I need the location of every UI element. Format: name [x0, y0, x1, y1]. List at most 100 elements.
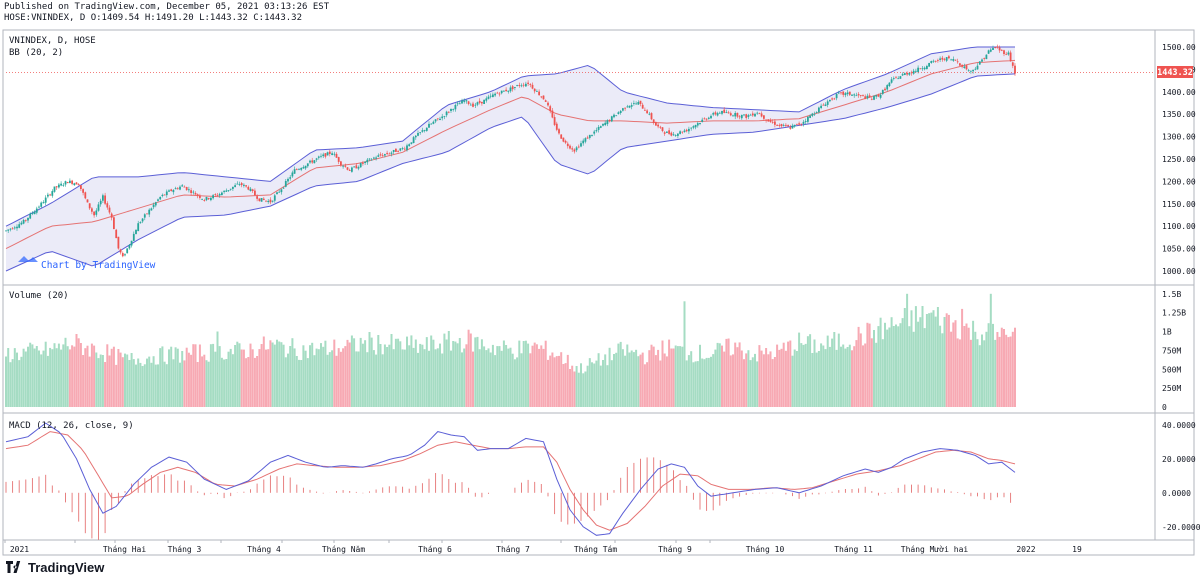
- candle-body: [240, 183, 243, 186]
- volume-bar: [767, 354, 770, 407]
- candle-body: [723, 109, 726, 113]
- candle-body: [789, 127, 792, 129]
- volume-bar: [139, 362, 142, 407]
- volume-bar: [650, 344, 653, 407]
- candle-body: [207, 198, 210, 200]
- candle-body: [185, 187, 188, 191]
- volume-bar: [866, 322, 869, 407]
- volume-bar: [826, 335, 829, 407]
- candle-body: [668, 130, 670, 134]
- volume-bar: [388, 344, 391, 407]
- volume-bar: [637, 356, 640, 407]
- candle-body: [408, 144, 411, 147]
- candle-body: [121, 253, 124, 257]
- volume-bar: [564, 363, 567, 407]
- volume-bar: [315, 348, 318, 407]
- candle-body: [373, 157, 375, 159]
- price-tick-label: 1150.00: [1162, 200, 1196, 209]
- volume-bar: [141, 366, 144, 407]
- volume-bar: [20, 356, 23, 407]
- price-tick-label: 1500.00: [1162, 43, 1196, 52]
- candle-body: [282, 187, 285, 189]
- volume-bar: [791, 355, 794, 407]
- candle-body: [560, 134, 563, 139]
- candle-body: [489, 95, 492, 97]
- candle-body: [315, 158, 318, 160]
- volume-bar: [143, 364, 146, 407]
- volume-bar: [588, 358, 591, 407]
- volume-bar: [104, 362, 107, 407]
- volume-bar: [434, 349, 437, 407]
- volume-bar: [38, 350, 40, 407]
- candle-body: [344, 165, 347, 167]
- candle-body: [181, 185, 184, 187]
- volume-bar: [663, 353, 666, 407]
- candle-body: [829, 99, 831, 102]
- candle-body: [223, 190, 225, 192]
- candle-body: [42, 202, 45, 204]
- candle-body: [355, 165, 358, 169]
- volume-bar: [833, 332, 836, 407]
- candle-body: [75, 182, 78, 185]
- candle-body: [117, 236, 120, 249]
- candle-body: [641, 104, 644, 109]
- volume-bar: [756, 361, 759, 407]
- candle-body: [575, 147, 578, 151]
- candle-body: [249, 188, 252, 191]
- candle-body: [293, 169, 296, 174]
- volume-bar: [857, 326, 860, 407]
- volume-bar: [511, 353, 514, 407]
- candle-body: [533, 88, 536, 92]
- volume-bar: [454, 341, 457, 407]
- macd-tick-label: -20.0000: [1162, 523, 1200, 532]
- candle-body: [276, 192, 278, 195]
- candle-body: [767, 119, 770, 122]
- volume-bar: [240, 349, 243, 407]
- candle-body: [785, 124, 787, 126]
- candle-body: [176, 188, 179, 190]
- candle-body: [888, 82, 891, 86]
- candle-body: [972, 69, 974, 72]
- candle-body: [630, 105, 633, 107]
- volume-bar: [747, 350, 750, 407]
- volume-bar: [855, 340, 858, 407]
- candle-body: [635, 103, 637, 105]
- volume-bar: [280, 342, 283, 407]
- candle-body: [386, 152, 388, 154]
- macd-pane: [5, 422, 1016, 540]
- candle-body: [278, 191, 281, 193]
- candle-body: [520, 85, 523, 87]
- volume-bar: [665, 356, 668, 407]
- candle-body: [366, 159, 369, 163]
- candle-body: [9, 228, 12, 230]
- volume-bar: [683, 301, 686, 407]
- volume-bar: [782, 342, 785, 407]
- candle-body: [932, 60, 935, 62]
- volume-bar: [815, 352, 818, 407]
- volume-bar: [560, 352, 563, 407]
- candle-body: [901, 74, 904, 76]
- volume-bar: [309, 345, 311, 407]
- volume-bar: [972, 320, 975, 407]
- candle-body: [269, 199, 272, 203]
- candle-body: [959, 63, 961, 66]
- candle-body: [527, 82, 529, 84]
- volume-bar: [383, 344, 386, 407]
- volume-bar: [981, 334, 983, 407]
- candle-body: [881, 89, 884, 94]
- candle-body: [483, 99, 485, 104]
- volume-bar: [773, 357, 776, 407]
- volume-bar: [276, 339, 278, 407]
- candle-body: [337, 157, 340, 162]
- time-tick-label: Tháng 7: [496, 545, 530, 554]
- candle-body: [410, 142, 413, 144]
- volume-bar: [985, 331, 988, 407]
- volume-bar: [859, 333, 862, 407]
- candle-body: [82, 189, 84, 193]
- volume-bar: [811, 353, 814, 407]
- candle-body: [190, 190, 192, 193]
- candle-body: [807, 116, 809, 122]
- candle-body: [359, 163, 362, 168]
- candle-body: [864, 96, 867, 99]
- candle-body: [939, 58, 941, 60]
